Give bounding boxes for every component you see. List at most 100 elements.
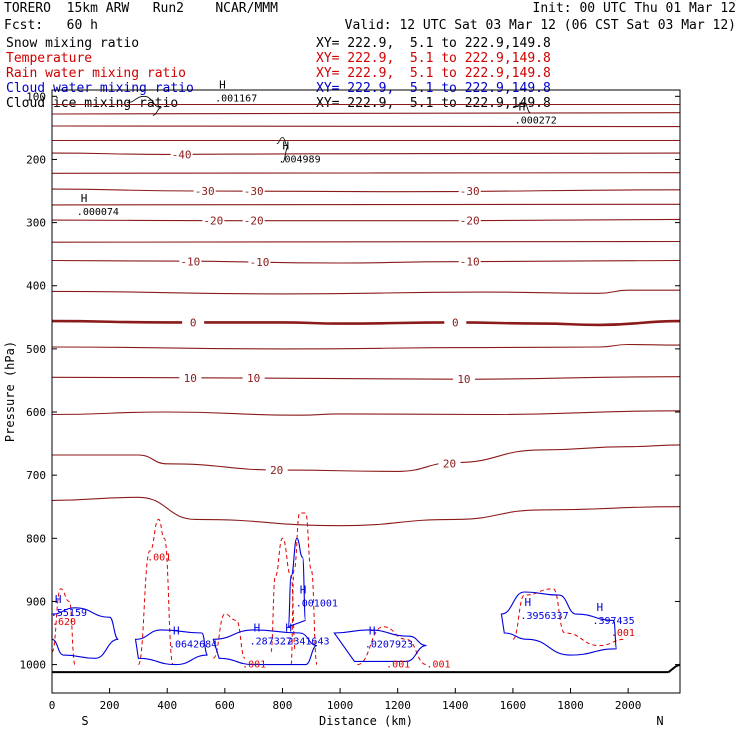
temperature-contour (51, 112, 681, 115)
x-tick-label: 1800 (557, 699, 584, 712)
temperature-contour (51, 125, 681, 128)
valid-time: Valid: 12 UTC Sat 03 Mar 12 (06 CST Sat … (344, 18, 736, 33)
temperature-contour (51, 188, 681, 193)
contour-label: -40 (172, 148, 192, 161)
y-tick-label: 500 (26, 343, 46, 356)
extremum-mark: H (282, 140, 289, 153)
contour-label: -20 (203, 215, 223, 228)
x-tick-label: 2000 (615, 699, 642, 712)
legend-label: Temperature (6, 51, 93, 66)
rain-contour (212, 613, 246, 659)
contour-label-bg (179, 371, 202, 383)
legend-xy: XY= 222.9, 5.1 to 222.9,149.8 (316, 81, 551, 96)
temperature-contour (51, 410, 681, 416)
snow-contour (126, 95, 162, 116)
temperature-contour (51, 319, 681, 327)
cloud-water-contour (134, 629, 209, 666)
temperature-contour (51, 218, 681, 222)
x-tick-label: 200 (100, 699, 120, 712)
init-time: Init: 00 UTC Thu 01 Mar 12 (532, 1, 737, 16)
contour-label-bg (170, 148, 193, 160)
temperature-contour (51, 172, 681, 174)
contour-label-bg (179, 255, 202, 267)
snow-contour (512, 102, 531, 114)
forecast-hour: Fcst: 60 h (4, 18, 98, 33)
contour-label-bg (193, 185, 216, 197)
contour-label-bg (248, 256, 271, 268)
extremum-mark: H (254, 621, 261, 634)
cloud-water-contour (51, 607, 119, 659)
contour-label: 0 (190, 316, 197, 329)
legend-label: Rain water mixing ratio (6, 66, 187, 81)
plot-frame (51, 89, 681, 694)
temperature-contour (51, 152, 681, 155)
contour-label: -30 (460, 185, 480, 198)
rain-contour (51, 588, 76, 666)
legend-xy: XY= 222.9, 5.1 to 222.9,149.8 (316, 51, 551, 66)
y-tick-label: 300 (26, 217, 46, 230)
north-label: N (656, 714, 663, 728)
rain-label: .001 (386, 660, 410, 671)
contour-label-bg (265, 463, 288, 475)
extremum-mark: H (300, 583, 307, 596)
extremum-value: .0207923 (365, 639, 413, 650)
contour-label: -10 (249, 256, 269, 269)
x-tick-label: 800 (273, 699, 293, 712)
x-tick-label: 600 (215, 699, 235, 712)
model-title: TORERO 15km ARW Run2 NCAR/MMM (4, 1, 278, 16)
contour-label-bg (458, 185, 481, 197)
y-tick-label: 900 (26, 595, 46, 608)
contour-label-bg (242, 214, 265, 226)
contour-label-bg (182, 316, 205, 328)
extremum-value: .001001 (296, 598, 338, 609)
contour-label: -20 (460, 215, 480, 228)
legend-xy: XY= 222.9, 5.1 to 222.9,149.8 (316, 66, 551, 81)
extremum-mark: H (596, 601, 603, 614)
y-tick-label: 600 (26, 406, 46, 419)
x-tick-label: 1200 (384, 699, 411, 712)
extremum-value: .397435 (592, 616, 634, 627)
south-label: S (81, 714, 88, 728)
extremum-mark: H (524, 596, 531, 609)
legend-label: Snow mixing ratio (6, 36, 140, 51)
extremum-mark: H (55, 593, 62, 606)
contour-label: -30 (195, 185, 215, 198)
legend-label: Cloud ice mixing ratio (6, 96, 179, 111)
temperature-contour (51, 259, 681, 264)
contour-label-bg (242, 372, 265, 384)
rain-label: .001 (147, 552, 171, 563)
x-tick-label: 1000 (327, 699, 354, 712)
extremum-value: .001167 (215, 93, 257, 104)
contour-label: 10 (457, 373, 470, 386)
rain-contour (512, 588, 626, 647)
contour-label-bg (458, 214, 481, 226)
extremum-value: .3956337 (520, 611, 568, 622)
temperature-contour (51, 343, 681, 350)
x-tick-label: 0 (49, 699, 56, 712)
cloud-water-contour (212, 629, 318, 666)
contour-label-bg (444, 316, 467, 328)
rain-label: .001 (611, 628, 635, 639)
y-tick-label: 200 (26, 153, 46, 166)
temperature-contour (51, 444, 681, 472)
legend-xy: XY= 222.9, 5.1 to 222.9,149.8 (316, 36, 551, 51)
contour-label: -30 (244, 185, 264, 198)
y-tick-label: 800 (26, 532, 46, 545)
extremum-mark: H (285, 621, 292, 634)
extremum-mark: H (369, 624, 376, 637)
temperature-contour (51, 240, 681, 243)
contour-label-bg (242, 185, 265, 197)
extremum-value: .000074 (77, 207, 119, 218)
y-tick-label: 700 (26, 469, 46, 482)
contour-label: 0 (452, 316, 459, 329)
temperature-contour (51, 203, 681, 206)
contour-label-bg (438, 457, 461, 469)
y-tick-label: 400 (26, 280, 46, 293)
extremum-mark: H (81, 192, 88, 205)
contour-label: 20 (270, 464, 283, 477)
rain-label: .620 (52, 617, 76, 628)
x-tick-label: 400 (157, 699, 177, 712)
extremum-value: .55159 (51, 608, 87, 619)
